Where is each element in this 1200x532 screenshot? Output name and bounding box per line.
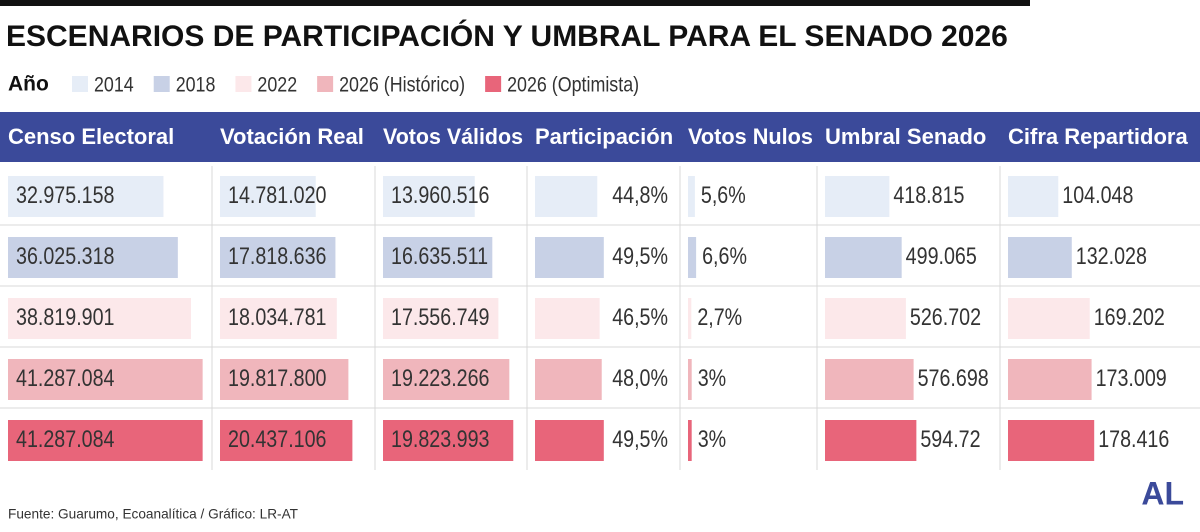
value-label: 3% xyxy=(698,426,726,453)
bar xyxy=(535,298,600,339)
value-label: 44,8% xyxy=(612,182,668,209)
value-label: 594.72 xyxy=(920,426,980,453)
column-header: Votos Nulos xyxy=(688,124,813,149)
bar xyxy=(383,298,499,339)
bar xyxy=(825,420,917,461)
value-label: 19.817.800 xyxy=(228,365,327,392)
value-label: 20.437.106 xyxy=(228,426,327,453)
bar xyxy=(688,176,695,217)
bar xyxy=(825,237,902,278)
bar xyxy=(1008,176,1059,217)
bar xyxy=(220,237,336,278)
legend-label: 2026 (Optimista) xyxy=(507,74,639,97)
value-label: 48,0% xyxy=(612,365,668,392)
bar xyxy=(688,298,692,339)
chart-title: ESCENARIOS DE PARTICIPACIÓN Y UMBRAL PAR… xyxy=(6,19,1008,53)
logo: AL xyxy=(1141,475,1184,511)
bar xyxy=(825,298,906,339)
top-rule xyxy=(0,0,1030,6)
value-label: 169.202 xyxy=(1094,304,1165,331)
legend-swatch xyxy=(72,76,88,92)
bar xyxy=(8,298,192,339)
value-label: 178.416 xyxy=(1098,426,1169,453)
value-label: 19.223.266 xyxy=(391,365,490,392)
column-header: Censo Electoral xyxy=(8,124,174,149)
column-header: Votos Válidos xyxy=(383,124,523,149)
value-label: 41.287.084 xyxy=(16,365,115,392)
legend-swatch xyxy=(317,76,334,92)
bar xyxy=(535,237,604,278)
value-label: 2,7% xyxy=(697,304,742,331)
bar xyxy=(688,237,697,278)
bar xyxy=(8,176,164,217)
legend-swatch xyxy=(485,76,502,92)
value-label: 499.065 xyxy=(906,243,977,270)
bar xyxy=(383,176,475,217)
bar xyxy=(688,420,692,461)
value-label: 6,6% xyxy=(702,243,747,270)
legend-title: Año xyxy=(8,73,49,96)
bar xyxy=(220,298,337,339)
column-header: Cifra Repartidora xyxy=(1008,124,1188,149)
value-label: 16.635.511 xyxy=(391,243,488,270)
bar xyxy=(1008,298,1090,339)
bar xyxy=(688,359,692,400)
legend-swatch xyxy=(153,76,170,92)
bar xyxy=(8,420,203,461)
value-label: 46,5% xyxy=(612,304,668,331)
value-label: 576.698 xyxy=(918,365,989,392)
bar xyxy=(383,237,493,278)
value-label: 5,6% xyxy=(701,182,746,209)
column-header: Participación xyxy=(535,124,673,149)
value-label: 14.781.020 xyxy=(228,182,327,209)
bar xyxy=(535,420,604,461)
source: Fuente: Guarumo, Ecoanalítica / Gráfico:… xyxy=(8,506,298,522)
value-label: 132.028 xyxy=(1076,243,1147,270)
value-label: 17.818.636 xyxy=(228,243,327,270)
legend-label: 2022 xyxy=(257,74,297,97)
bar xyxy=(8,359,203,400)
value-label: 36.025.318 xyxy=(16,243,115,270)
bar xyxy=(383,359,510,400)
value-label: 3% xyxy=(698,365,726,392)
bar xyxy=(220,420,353,461)
bar xyxy=(825,359,914,400)
legend-label: 2014 xyxy=(94,74,134,97)
bar xyxy=(535,359,602,400)
value-label: 18.034.781 xyxy=(228,304,327,331)
bar xyxy=(1008,359,1092,400)
value-label: 173.009 xyxy=(1096,365,1167,392)
value-label: 49,5% xyxy=(612,243,668,270)
bar xyxy=(8,237,178,278)
bar xyxy=(535,176,598,217)
bar xyxy=(825,176,890,217)
value-label: 19.823.993 xyxy=(391,426,490,453)
value-label: 418.815 xyxy=(893,182,964,209)
value-label: 17.556.749 xyxy=(391,304,490,331)
value-label: 13.960.516 xyxy=(391,182,490,209)
legend-label: 2018 xyxy=(176,74,216,97)
header-band xyxy=(0,112,1200,162)
legend-swatch xyxy=(235,76,252,92)
value-label: 526.702 xyxy=(910,304,981,331)
bar xyxy=(220,176,316,217)
value-label: 32.975.158 xyxy=(16,182,115,209)
value-label: 41.287.084 xyxy=(16,426,115,453)
column-header: Umbral Senado xyxy=(825,124,986,149)
value-label: 49,5% xyxy=(612,426,668,453)
bar xyxy=(383,420,514,461)
value-label: 38.819.901 xyxy=(16,304,115,331)
bar xyxy=(1008,420,1095,461)
legend-label: 2026 (Histórico) xyxy=(339,74,465,97)
bar xyxy=(1008,237,1072,278)
value-label: 104.048 xyxy=(1062,182,1133,209)
column-header: Votación Real xyxy=(220,124,364,149)
bar xyxy=(220,359,349,400)
